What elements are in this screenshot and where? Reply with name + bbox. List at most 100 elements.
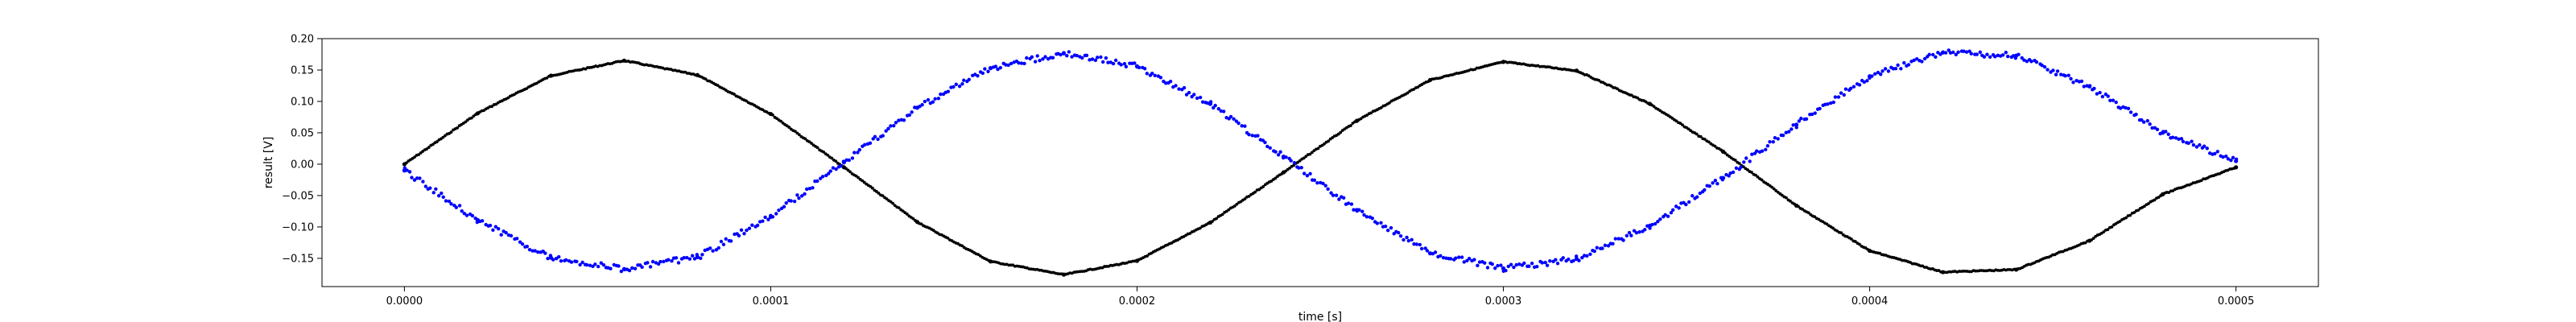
sample-dot — [1342, 196, 1346, 200]
sample-dot — [1414, 242, 1419, 246]
sample-dot — [1713, 179, 1718, 183]
sample-dot — [1733, 159, 1737, 162]
sample-dot — [407, 170, 412, 174]
sample-dot — [1621, 238, 1625, 242]
sample-dot — [518, 240, 522, 244]
sample-dot — [2198, 142, 2202, 147]
sample-dot — [2106, 228, 2110, 232]
sample-dot — [434, 187, 438, 191]
sample-dot — [418, 176, 422, 180]
sample-dot — [993, 64, 998, 68]
sample-dot — [2202, 144, 2207, 148]
sample-dot — [960, 82, 964, 86]
sample-dot — [1603, 243, 1608, 248]
sample-dot — [1597, 78, 1601, 82]
sample-dot — [2071, 80, 2075, 85]
sample-dot — [1187, 90, 1191, 95]
sample-dot — [2142, 120, 2146, 124]
sample-dot — [2234, 157, 2239, 162]
sample-dot — [475, 220, 480, 225]
sample-dot — [1299, 166, 1303, 170]
sample-dot — [1323, 142, 1326, 146]
sample-dot — [1051, 56, 1055, 60]
sample-dot — [803, 192, 807, 196]
sample-dot — [1337, 197, 1341, 201]
sample-dot — [1263, 140, 1267, 145]
sample-dot — [2231, 155, 2235, 159]
sample-dot — [499, 233, 503, 237]
sample-dot — [1545, 263, 1550, 267]
sample-dot — [1582, 254, 1587, 258]
sample-dot — [559, 258, 564, 263]
sample-dot — [1477, 260, 1482, 264]
y-axis-label: result [V] — [262, 137, 275, 189]
sample-dot — [1195, 96, 1199, 101]
sample-dot — [2153, 126, 2157, 130]
sample-dot — [960, 244, 964, 248]
sample-dot — [1956, 50, 1960, 54]
sample-dot — [1739, 165, 1743, 169]
y-tick-label: 0.20 — [291, 34, 314, 46]
sample-dot — [777, 208, 781, 213]
sample-dot — [1724, 151, 1727, 155]
sample-dot — [1527, 264, 1531, 268]
sample-dot — [881, 134, 885, 138]
sample-dot — [815, 146, 819, 150]
sample-dot — [1996, 53, 2000, 58]
sample-dot — [402, 166, 407, 170]
sample-dot — [1941, 50, 1945, 55]
sample-dot — [868, 141, 873, 145]
sample-dot — [1624, 233, 1629, 237]
sample-dot — [1781, 133, 1785, 138]
sample-dot — [2164, 130, 2168, 134]
sample-dot — [1192, 93, 1196, 97]
sample-dot — [1831, 100, 1835, 105]
sample-dot — [957, 84, 962, 89]
sample-dot — [1703, 138, 1707, 141]
sample-dot — [954, 82, 958, 87]
sample-dot — [1727, 174, 1731, 178]
sample-dot — [469, 116, 473, 120]
sample-dot — [2190, 139, 2194, 143]
sample-dot — [676, 261, 681, 265]
sample-dot — [1198, 95, 1203, 100]
sample-dot — [1772, 187, 1776, 191]
sample-dot — [1658, 217, 1662, 221]
sample-dot — [633, 266, 638, 270]
sample-dot — [1243, 124, 1247, 128]
sample-dot — [1741, 165, 1745, 169]
sample-dot — [910, 110, 914, 114]
sample-dot — [564, 258, 568, 262]
sample-dot — [1228, 114, 1233, 119]
sample-dot — [690, 254, 695, 258]
sample-dot — [1600, 246, 1604, 250]
sample-dot — [1985, 52, 1989, 56]
sample-dot — [1009, 61, 1013, 66]
sample-dot — [1352, 208, 1356, 212]
sample-dot — [1818, 106, 1822, 111]
sample-dot — [1006, 63, 1010, 68]
sample-dot — [2029, 60, 2033, 64]
sample-dot — [548, 254, 553, 258]
sample-dot — [491, 228, 495, 232]
sample-dot — [1988, 55, 1992, 59]
sample-dot — [2011, 54, 2016, 58]
sample-dot — [779, 119, 782, 123]
sample-dot — [1760, 149, 1765, 153]
sample-dot — [543, 251, 547, 255]
sample-dot — [918, 105, 922, 109]
sample-dot — [1059, 52, 1063, 57]
sample-dot — [1316, 147, 1320, 151]
sample-dot — [2085, 84, 2089, 88]
sample-dot — [415, 176, 419, 180]
sample-dot — [2006, 54, 2010, 59]
sample-dot — [1084, 53, 1089, 58]
sample-dot — [646, 261, 650, 265]
sample-dot — [862, 180, 866, 184]
sample-dot — [1292, 160, 1297, 165]
sample-dot — [2136, 208, 2140, 213]
sample-dot — [1375, 221, 1380, 225]
sample-dot — [931, 229, 935, 233]
sample-dot — [998, 65, 1002, 70]
sample-dot — [2110, 225, 2114, 229]
